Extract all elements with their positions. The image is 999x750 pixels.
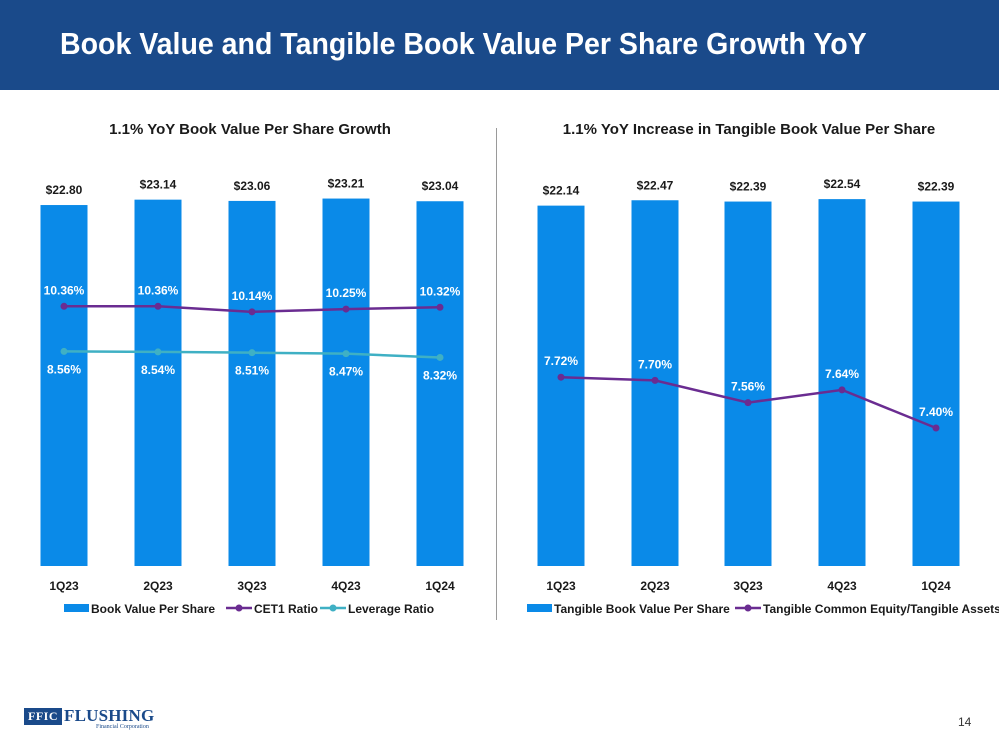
chart2-point-tce-ta (838, 386, 846, 394)
chart1-category-label: 2Q23 (143, 579, 173, 593)
chart1-point-leverage (248, 349, 256, 357)
chart1-legend-label: CET1 Ratio (254, 602, 318, 616)
chart2-legend-swatch-marker (744, 604, 752, 612)
chart1-legend-label: Book Value Per Share (91, 602, 215, 616)
chart1-bar-label-2Q23: $23.14 (140, 178, 177, 192)
chart2-point-label-tce-ta: 7.70% (638, 357, 672, 371)
logo-mark: FFIC (24, 708, 62, 725)
slide-title: Book Value and Tangible Book Value Per S… (60, 26, 867, 61)
chart2-legend-label: Tangible Common Equity/Tangible Assets (763, 602, 999, 616)
chart1-category-label: 4Q23 (331, 579, 361, 593)
logo-subtitle: Financial Corporation (96, 724, 149, 730)
chart-divider (496, 128, 497, 620)
chart1-legend-swatch-marker (235, 604, 243, 612)
chart2-bar-label-4Q23: $22.54 (824, 177, 861, 191)
chart2-point-tce-ta (557, 373, 565, 381)
chart2-point-label-tce-ta: 7.40% (919, 405, 953, 419)
chart1-title: 1.1% YoY Book Value Per Share Growth (109, 121, 391, 138)
chart1-bar-2Q23 (134, 199, 182, 566)
chart1-point-label-cet1: 10.14% (232, 289, 273, 303)
chart1-point-label-leverage: 8.51% (235, 364, 269, 378)
chart1-bar-1Q24 (416, 201, 464, 566)
chart2-category-label: 4Q23 (827, 579, 857, 593)
chart2-legend-label: Tangible Book Value Per Share (554, 602, 730, 616)
chart2-bar-1Q24 (912, 201, 960, 567)
chart1-point-label-leverage: 8.32% (423, 368, 457, 382)
chart1-bar-1Q23 (40, 205, 88, 567)
chart1-point-cet1 (60, 302, 68, 310)
chart1-point-label-leverage: 8.54% (141, 363, 175, 377)
chart1-point-leverage (60, 347, 68, 355)
chart1-point-label-cet1: 10.25% (326, 286, 367, 300)
chart2-point-label-tce-ta: 7.64% (825, 367, 859, 381)
chart1-bar-3Q23 (228, 200, 276, 567)
chart1-bar-label-3Q23: $23.06 (234, 179, 271, 193)
chart1-point-label-leverage: 8.47% (329, 365, 363, 379)
chart2-category-label: 1Q24 (921, 579, 951, 593)
logo-name: FLUSHING (64, 706, 155, 725)
chart1-point-leverage (436, 353, 444, 361)
chart1-point-cet1 (154, 302, 162, 310)
chart2-category-label: 2Q23 (640, 579, 670, 593)
chart2-bar-3Q23 (724, 201, 772, 567)
chart1-point-label-cet1: 10.32% (420, 284, 461, 298)
chart1-category-label: 1Q24 (425, 579, 455, 593)
chart2-bar-label-2Q23: $22.47 (637, 178, 674, 192)
chart2-bar-label-1Q23: $22.14 (543, 184, 580, 198)
chart1-category-label: 3Q23 (237, 579, 267, 593)
chart2-point-tce-ta (932, 424, 940, 432)
chart2-category-label: 1Q23 (546, 579, 576, 593)
chart1-point-label-cet1: 10.36% (44, 283, 85, 297)
chart2-bar-4Q23 (818, 199, 866, 566)
chart1-category-label: 1Q23 (49, 579, 79, 593)
chart1-point-cet1 (436, 303, 444, 311)
chart2-title: 1.1% YoY Increase in Tangible Book Value… (563, 121, 935, 138)
title-bar: Book Value and Tangible Book Value Per S… (0, 0, 999, 90)
chart2-legend-swatch-bar (527, 604, 552, 612)
chart1-bar-label-1Q24: $23.04 (422, 179, 459, 193)
chart2-point-label-tce-ta: 7.56% (731, 380, 765, 394)
chart1-legend-swatch-marker (329, 604, 337, 612)
chart2-bar-1Q23 (537, 205, 585, 566)
chart1-legend-label: Leverage Ratio (348, 602, 434, 616)
chart1-point-leverage (154, 348, 162, 356)
chart2-bar-label-3Q23: $22.39 (730, 180, 767, 194)
chart1-bar-label-4Q23: $23.21 (328, 177, 365, 191)
chart1-bar-label-1Q23: $22.80 (46, 183, 83, 197)
chart1-point-label-leverage: 8.56% (47, 362, 81, 376)
chart1-point-cet1 (342, 305, 350, 313)
chart1-bar-4Q23 (322, 198, 370, 566)
chart1-point-label-cet1: 10.36% (138, 283, 179, 297)
chart2-bar-label-1Q24: $22.39 (918, 180, 955, 194)
chart1-legend-swatch-bar (64, 604, 89, 612)
chart1-point-leverage (342, 350, 350, 358)
chart1-point-cet1 (248, 308, 256, 316)
page-number: 14 (958, 715, 972, 729)
chart2-category-label: 3Q23 (733, 579, 763, 593)
chart2-point-tce-ta (651, 376, 659, 384)
chart2-point-label-tce-ta: 7.72% (544, 354, 578, 368)
chart2-point-tce-ta (744, 399, 752, 407)
